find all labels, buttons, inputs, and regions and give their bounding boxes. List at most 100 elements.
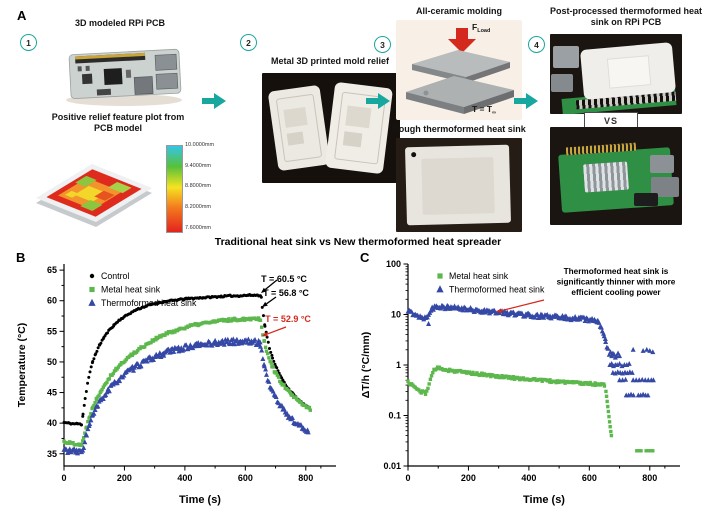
panel-b-label: B <box>16 250 26 265</box>
svg-text:Temperature (°C): Temperature (°C) <box>16 323 28 408</box>
mold-relief-photo <box>262 73 400 183</box>
chart-annotation: T = 60.5 °C <box>261 274 307 293</box>
series-metal-heat-sink-shutoff-drop <box>604 389 614 438</box>
colorbar-label: 7.6000mm <box>185 224 211 231</box>
step-3-caption: Rough thermoformed heat sink <box>392 124 526 134</box>
svg-text:Thermoformed heat sink: Thermoformed heat sink <box>101 298 197 308</box>
step-4-number-badge: 4 <box>528 36 545 53</box>
svg-text:400: 400 <box>521 473 536 483</box>
step-3-title: All-ceramic molding <box>415 6 503 16</box>
thermoformed-on-rpi-photo <box>550 34 682 114</box>
hdmi-port <box>634 193 658 206</box>
usb-port <box>551 74 573 92</box>
svg-text:1: 1 <box>396 360 401 370</box>
svg-text:200: 200 <box>461 473 476 483</box>
ceramic-molding-schematic: FLoad T = T∞ <box>396 20 522 120</box>
temperature-label: T = T∞ <box>472 104 496 116</box>
panel-a-label: A <box>17 8 27 23</box>
svg-text:0.01: 0.01 <box>383 461 401 471</box>
series-metal-heat-sink-tail <box>635 449 655 453</box>
flow-arrow-icon <box>202 93 226 109</box>
force-load-label: FLoad <box>472 22 491 34</box>
mold-feature <box>342 131 363 148</box>
chart-delta-t-per-h-vs-time: 0 200 400 600 800 100 10 1 0.1 0.01 Time (s) ΔT/h (… <box>360 259 680 506</box>
svg-text:600: 600 <box>582 473 597 483</box>
svg-text:600: 600 <box>238 473 253 483</box>
svg-text:Thermoformed heat sink: Thermoformed heat sink <box>449 285 545 295</box>
chart-annotation: T = 52.9 °C <box>262 314 311 337</box>
chart-annotation: T = 56.8 °C <box>262 288 309 307</box>
svg-text:55: 55 <box>47 326 57 336</box>
ceramic-sheet-relief <box>421 157 495 215</box>
step-1-caption: Positive relief feature plot from PCB mo… <box>51 112 185 133</box>
svg-text:T = 52.9 °C: T = 52.9 °C <box>265 314 311 324</box>
step-3-number: 3 <box>380 39 385 50</box>
chart-axes: 0 200 400 600 800 35 40 45 50 55 60 65 Time (s) Tempe… <box>16 264 336 506</box>
svg-text:Metal heat sink: Metal heat sink <box>449 271 509 281</box>
step-2-number: 2 <box>246 37 251 48</box>
svg-text:45: 45 <box>47 388 57 398</box>
svg-text:Thermoformed heat sink is: Thermoformed heat sink is <box>564 267 669 276</box>
step-1-number: 1 <box>26 37 31 48</box>
svg-text:efficient cooling power: efficient cooling power <box>571 288 661 297</box>
svg-text:Time (s): Time (s) <box>523 494 565 506</box>
mold-cavity-outline <box>275 93 323 163</box>
relief-colorbar-labels: 10.0000mm 9.4000mm 8.8000mm 8.2000mm 7.6… <box>185 142 215 231</box>
panel-c-label: C <box>360 250 370 265</box>
step-2-title: Metal 3D printed mold relief <box>270 56 390 66</box>
white-ceramic-heat-sink <box>579 42 677 100</box>
step-3-number-badge: 3 <box>374 36 391 53</box>
svg-text:60: 60 <box>47 296 57 306</box>
colorbar-label: 8.8000mm <box>185 183 211 190</box>
svg-text:significantly thinner with mor: significantly thinner with more <box>557 277 676 286</box>
step-4-title: Post-processed thermoformed heat sink on… <box>549 6 703 27</box>
svg-text:0: 0 <box>61 473 66 483</box>
colorbar-label: 8.2000mm <box>185 203 211 210</box>
step-4-number: 4 <box>534 39 539 50</box>
molding-plates-drawing <box>406 28 514 114</box>
svg-text:Time (s): Time (s) <box>179 494 221 506</box>
chart-axes: 0 200 400 600 800 100 10 1 0.1 0.01 Time (s) ΔT/h (… <box>360 259 680 506</box>
svg-text:100: 100 <box>386 259 401 269</box>
series-thermoformed-post-shutoff-scatter <box>606 346 656 398</box>
svg-text:10: 10 <box>391 310 401 320</box>
colorbar-label: 9.4000mm <box>185 162 211 169</box>
series-thermoformed-heat-sink <box>61 336 311 456</box>
chart-legend: Metal heat sink Thermoformed heat sink <box>436 271 545 295</box>
svg-text:0.1: 0.1 <box>388 411 401 421</box>
flow-arrow-icon <box>514 93 538 109</box>
mold-left-half <box>267 84 331 172</box>
svg-text:Control: Control <box>101 271 129 281</box>
svg-text:T = 60.5 °C: T = 60.5 °C <box>261 274 307 284</box>
flow-arrow-icon <box>366 93 390 109</box>
series-metal-heat-sink <box>406 365 607 396</box>
relief-colorbar <box>166 145 183 233</box>
step-2-number-badge: 2 <box>240 34 257 51</box>
mold-feature <box>283 106 308 128</box>
vs-label: VS <box>603 115 618 126</box>
svg-text:65: 65 <box>47 265 57 275</box>
svg-text:35: 35 <box>47 449 57 459</box>
svg-text:ΔT/h (°C/mm): ΔT/h (°C/mm) <box>360 332 372 399</box>
usb-port <box>650 155 674 173</box>
relief-plot-image <box>36 164 152 227</box>
usb-port <box>553 46 579 68</box>
mold-feature <box>286 131 305 146</box>
series-thermoformed-heat-sink <box>405 302 611 351</box>
chart-legend: Control Metal heat sink Thermoformed heat … <box>88 271 197 308</box>
svg-text:50: 50 <box>47 357 57 367</box>
metal-heat-sink-on-rpi-photo <box>550 127 682 225</box>
step-1-title: 3D modeled RPi PCB <box>74 18 166 28</box>
svg-text:T = 56.8 °C: T = 56.8 °C <box>263 288 309 298</box>
colorbar-label: 10.0000mm <box>185 142 215 148</box>
svg-text:40: 40 <box>47 418 57 428</box>
metal-finned-heat-sink <box>583 161 629 193</box>
rough-heat-sink-photo <box>396 138 522 232</box>
relief-plot-figure: 10.0000mm 9.4000mm 8.8000mm 8.2000mm 7.6… <box>26 140 238 236</box>
svg-text:800: 800 <box>642 473 657 483</box>
svg-text:400: 400 <box>177 473 192 483</box>
chart-temperature-vs-time: 0 200 400 600 800 35 40 45 50 55 60 65 Time (s) Tempe… <box>16 264 336 506</box>
ceramic-sheet <box>404 144 512 226</box>
